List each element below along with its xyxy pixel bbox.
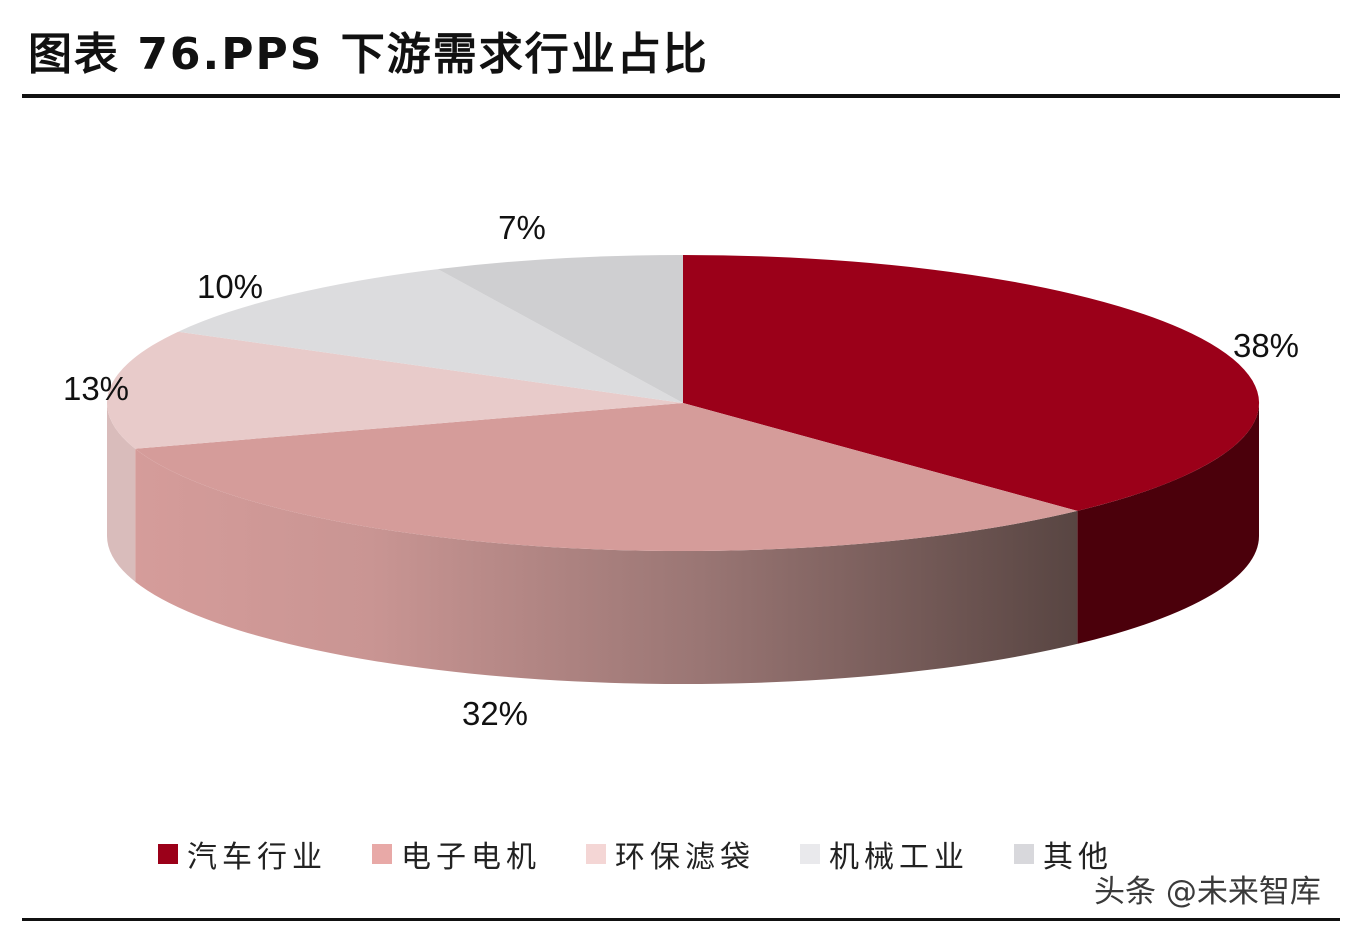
- data-label-filter-bags: 13%: [63, 370, 129, 407]
- legend-item-machinery: 机械工业: [800, 832, 969, 876]
- pie-slice-machinery: [178, 269, 683, 403]
- title-rule: [22, 94, 1340, 98]
- pie-top-faces: [107, 255, 1260, 552]
- pie-side-electronics: [135, 448, 1078, 685]
- pie-slice-filter-bags: [107, 331, 683, 449]
- chart-title: 图表 76.PPS 下游需求行业占比: [28, 29, 709, 80]
- data-label-electronics: 32%: [462, 695, 528, 732]
- legend-label-machinery: 机械工业: [829, 840, 969, 875]
- bottom-rule: [22, 918, 1340, 921]
- legend-item-filter-bags: 环保滤袋: [586, 832, 755, 876]
- legend-swatch-machinery: [800, 844, 820, 864]
- pie-data-labels: 38% 32% 13% 10% 7%: [63, 209, 1299, 732]
- data-label-machinery: 10%: [197, 268, 263, 305]
- legend-item-electronics: 电子电机: [372, 832, 541, 876]
- pie-chart: 38% 32% 13% 10% 7%: [63, 209, 1299, 732]
- pie-side-filter-bags: [107, 403, 136, 582]
- legend-label-auto: 汽车行业: [187, 840, 327, 875]
- pie-slice-auto: [683, 255, 1260, 511]
- legend-item-auto: 汽车行业: [158, 832, 327, 876]
- legend-swatch-electronics: [372, 844, 392, 864]
- pie-side-auto: [1077, 403, 1259, 644]
- data-label-auto: 38%: [1233, 327, 1299, 364]
- pie-slice-other: [437, 255, 683, 403]
- legend: 汽车行业 电子电机 环保滤袋 机械工业 其他: [158, 832, 1158, 876]
- pie-slice-electronics: [135, 403, 1078, 552]
- legend-swatch-filter-bags: [586, 844, 606, 864]
- pie-side-walls: [107, 403, 1259, 685]
- legend-label-filter-bags: 环保滤袋: [615, 840, 755, 875]
- legend-swatch-other: [1014, 844, 1034, 864]
- legend-item-other: 其他: [1014, 832, 1113, 876]
- data-label-other: 7%: [498, 209, 546, 246]
- legend-label-other: 其他: [1043, 840, 1113, 875]
- legend-swatch-auto: [158, 844, 178, 864]
- legend-label-electronics: 电子电机: [401, 840, 541, 875]
- watermark: 头条 @未来智库: [1094, 874, 1321, 910]
